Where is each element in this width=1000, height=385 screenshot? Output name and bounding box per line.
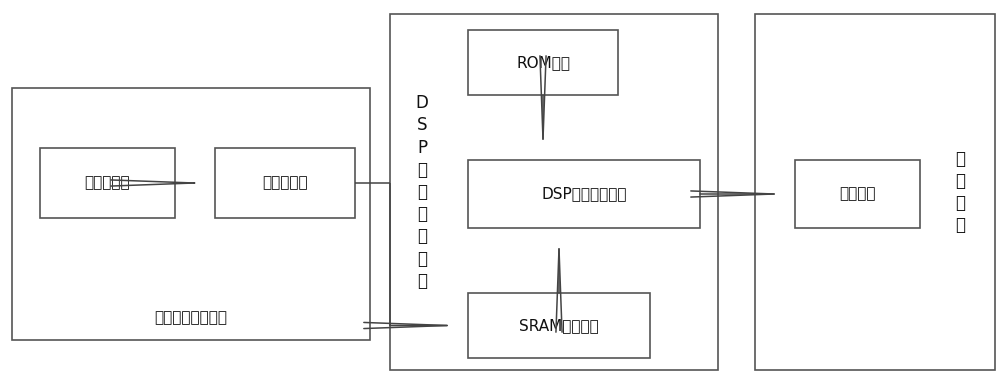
Text: 数据转换器: 数据转换器 xyxy=(262,176,308,191)
Bar xyxy=(215,148,355,218)
Bar xyxy=(468,160,700,228)
Bar xyxy=(390,14,718,370)
Bar xyxy=(12,88,370,340)
Bar xyxy=(40,148,175,218)
Bar xyxy=(795,160,920,228)
Text: 声音传感器: 声音传感器 xyxy=(85,176,130,191)
Bar xyxy=(468,293,650,358)
Text: ROM闪存: ROM闪存 xyxy=(516,55,570,70)
Text: 声音采集处理模块: 声音采集处理模块 xyxy=(154,310,228,325)
Text: 通讯模块: 通讯模块 xyxy=(839,186,876,201)
Text: 控
制
模
块: 控 制 模 块 xyxy=(955,150,965,234)
Bar xyxy=(468,30,618,95)
Text: SRAM数据存储: SRAM数据存储 xyxy=(519,318,599,333)
Bar xyxy=(755,14,995,370)
Text: D
S
P
储
存
分
析
模
块: D S P 储 存 分 析 模 块 xyxy=(416,94,428,290)
Text: DSP核心处理模块: DSP核心处理模块 xyxy=(541,186,627,201)
